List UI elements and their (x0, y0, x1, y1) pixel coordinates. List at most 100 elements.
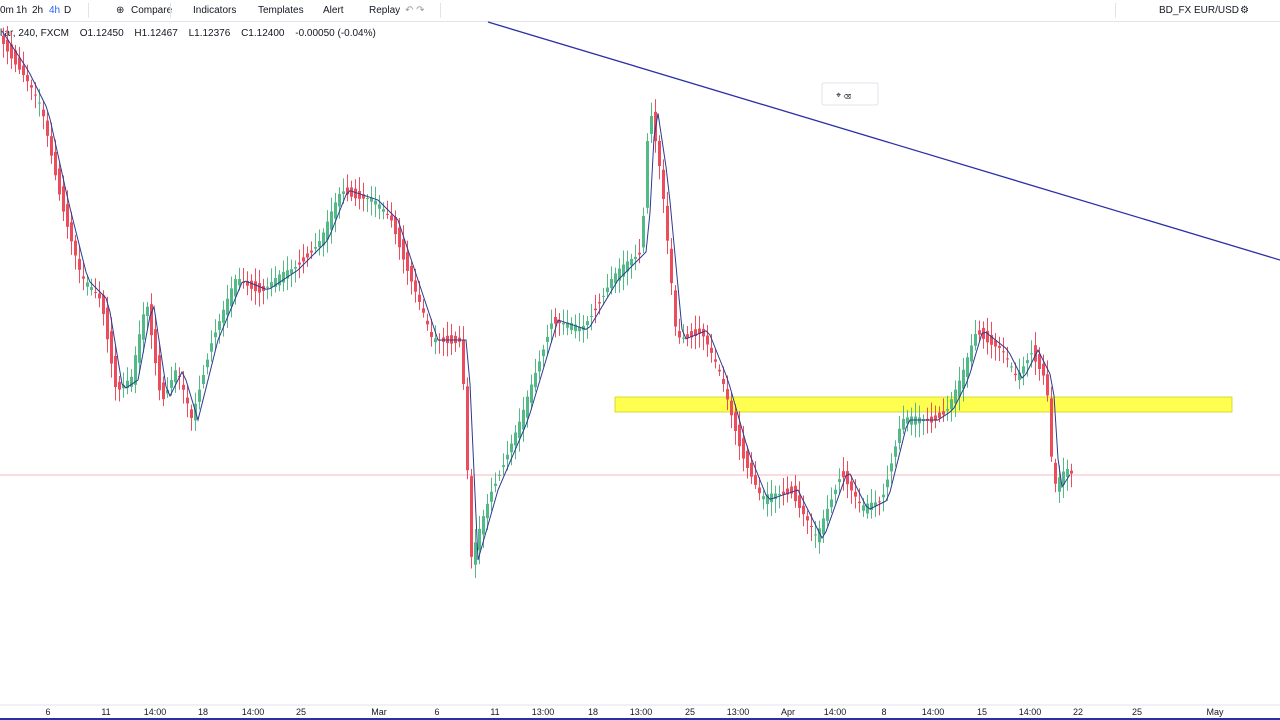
candle (414, 280, 417, 292)
interval[interactable]: 4h (49, 5, 61, 16)
candle (610, 279, 613, 288)
candle (734, 412, 737, 431)
candle (938, 412, 941, 419)
alert-button[interactable]: Alert (323, 5, 344, 16)
candle (650, 116, 653, 134)
candle (582, 325, 585, 331)
interval[interactable]: 0m (0, 5, 14, 16)
candle (970, 345, 973, 362)
candle (222, 309, 225, 323)
candle (494, 483, 497, 486)
candle (854, 491, 857, 497)
time-label: 6 (434, 707, 439, 717)
compare-button[interactable]: Compare (131, 5, 173, 16)
candle (78, 258, 81, 270)
candle (334, 202, 337, 219)
settings[interactable]: ⚙ (1240, 5, 1249, 16)
candle (714, 359, 717, 362)
candle (946, 409, 949, 411)
candle (26, 75, 29, 82)
time-label: 22 (1073, 707, 1083, 717)
candle (406, 252, 409, 271)
replay-button[interactable]: Replay (369, 5, 401, 16)
toolbar: 0m 1h 2h 4h D ⊕ Compare Indicators Templ… (0, 0, 1280, 22)
candle (10, 44, 13, 59)
candle (638, 252, 641, 255)
candle (86, 282, 89, 287)
time-label: 14:00 (242, 707, 265, 717)
candle (546, 336, 549, 342)
candle (522, 409, 525, 430)
indicators-button[interactable]: Indicators (193, 5, 237, 16)
candles (2, 26, 1073, 579)
candle (262, 286, 265, 292)
candle (438, 339, 441, 341)
candle (458, 337, 461, 342)
candle (194, 403, 197, 421)
candle (538, 361, 541, 372)
candle (38, 102, 41, 104)
candle (190, 409, 193, 419)
candle (134, 355, 137, 385)
candle (618, 268, 621, 281)
time-label: 8 (881, 707, 886, 717)
candle (218, 321, 221, 330)
candle (922, 419, 925, 422)
candle (1042, 363, 1045, 376)
candle (622, 264, 625, 277)
time-label: 25 (685, 707, 695, 717)
candle (758, 487, 761, 494)
drawing-toolbar[interactable] (821, 82, 879, 106)
candle (506, 454, 509, 460)
candle (770, 493, 773, 503)
candle (958, 380, 961, 397)
candle (1046, 374, 1049, 396)
separator (170, 3, 171, 18)
candle (378, 204, 381, 209)
candle (242, 281, 245, 283)
candle (374, 200, 377, 205)
candle (926, 418, 929, 421)
candle (1022, 366, 1025, 374)
candle (286, 270, 289, 279)
candle (266, 286, 269, 288)
candle (794, 485, 797, 502)
interval[interactable]: D (64, 5, 72, 16)
candle (722, 378, 725, 385)
candle (950, 399, 953, 410)
candle (482, 516, 485, 535)
candle (954, 389, 957, 404)
candle (62, 186, 65, 212)
candle (470, 476, 473, 557)
interval[interactable]: 2h (32, 5, 44, 16)
candle (58, 168, 61, 195)
symbol[interactable]: BD_FX EUR/USD (1159, 5, 1240, 16)
candle (986, 330, 989, 343)
symbol-name: llar, 240, FXCM (0, 28, 69, 39)
low: L1.12376 (188, 28, 231, 39)
icon: ⊕ (116, 5, 125, 16)
candle (942, 411, 945, 415)
candle (474, 542, 477, 565)
candle (790, 486, 793, 494)
candle (466, 386, 469, 471)
open: O1.12450 (79, 28, 124, 39)
candle (386, 213, 389, 215)
candle (802, 505, 805, 515)
candle (662, 169, 665, 199)
templates-button[interactable]: Templates (258, 5, 304, 16)
time-label: 25 (1132, 707, 1142, 717)
candle (666, 205, 669, 241)
candle (178, 376, 181, 378)
candle (166, 389, 169, 394)
candle (834, 489, 837, 495)
candle (706, 335, 709, 345)
candle (658, 140, 661, 166)
candle (634, 256, 637, 259)
interval[interactable]: 1h (16, 5, 28, 16)
undo[interactable]: ↶ ↷ (405, 5, 425, 16)
candle (18, 57, 21, 70)
candle (838, 479, 841, 483)
candle (410, 265, 413, 282)
candle (878, 501, 881, 503)
